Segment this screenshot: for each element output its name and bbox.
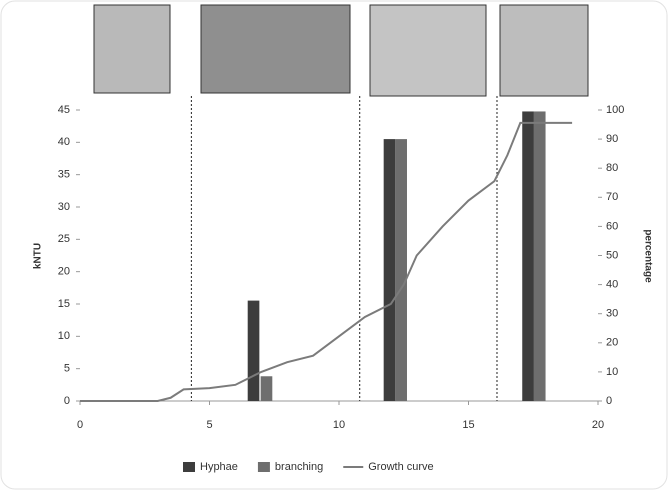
y2-tick-label: 0 xyxy=(606,395,612,407)
y2-tick-label: 100 xyxy=(606,104,624,116)
y2-tick-label: 10 xyxy=(606,366,618,378)
y-tick-label: 0 xyxy=(64,395,70,407)
y2-tick-label: 90 xyxy=(606,133,618,145)
x-tick-label: 0 xyxy=(77,419,83,431)
bar xyxy=(260,376,273,401)
y2-tick-label: 80 xyxy=(606,162,618,174)
micrograph xyxy=(369,4,487,97)
y2-tick-label: 50 xyxy=(606,249,618,261)
y2-tick-label: 40 xyxy=(606,279,618,291)
legend-label: branching xyxy=(275,461,323,473)
y-tick-label: 25 xyxy=(58,233,70,245)
y2-tick-label: 70 xyxy=(606,191,618,203)
y-tick-label: 40 xyxy=(58,136,70,148)
bar xyxy=(395,139,407,401)
y2-tick-label: 60 xyxy=(606,220,618,232)
legend-swatch xyxy=(183,462,195,472)
bar xyxy=(522,111,534,401)
y-tick-label: 15 xyxy=(58,298,70,310)
bar xyxy=(247,300,260,401)
micrograph xyxy=(499,4,589,97)
bar xyxy=(383,139,396,401)
growth-curve xyxy=(80,121,573,402)
x-tick-label: 20 xyxy=(592,419,604,431)
y-axis-label: kNTU xyxy=(33,243,44,269)
micrograph xyxy=(93,4,171,94)
x-tick-label: 5 xyxy=(206,419,212,431)
y2-tick-label: 20 xyxy=(606,337,618,349)
bar xyxy=(533,111,546,401)
y-tick-label: 20 xyxy=(58,266,70,278)
legend-swatch xyxy=(257,462,270,472)
legend-label: Hyphae xyxy=(200,461,238,473)
y-tick-label: 45 xyxy=(58,104,70,116)
x-tick-label: 10 xyxy=(333,419,345,431)
y-tick-label: 5 xyxy=(64,363,70,375)
y-tick-label: 35 xyxy=(58,169,70,181)
y2-tick-label: 30 xyxy=(606,308,618,320)
x-tick-label: 15 xyxy=(462,419,474,431)
y-tick-label: 10 xyxy=(58,330,70,342)
y2-axis-label: percentage xyxy=(642,229,653,283)
y-tick-label: 30 xyxy=(58,201,70,213)
micrograph xyxy=(200,4,351,94)
legend-label: Growth curve xyxy=(368,461,433,473)
